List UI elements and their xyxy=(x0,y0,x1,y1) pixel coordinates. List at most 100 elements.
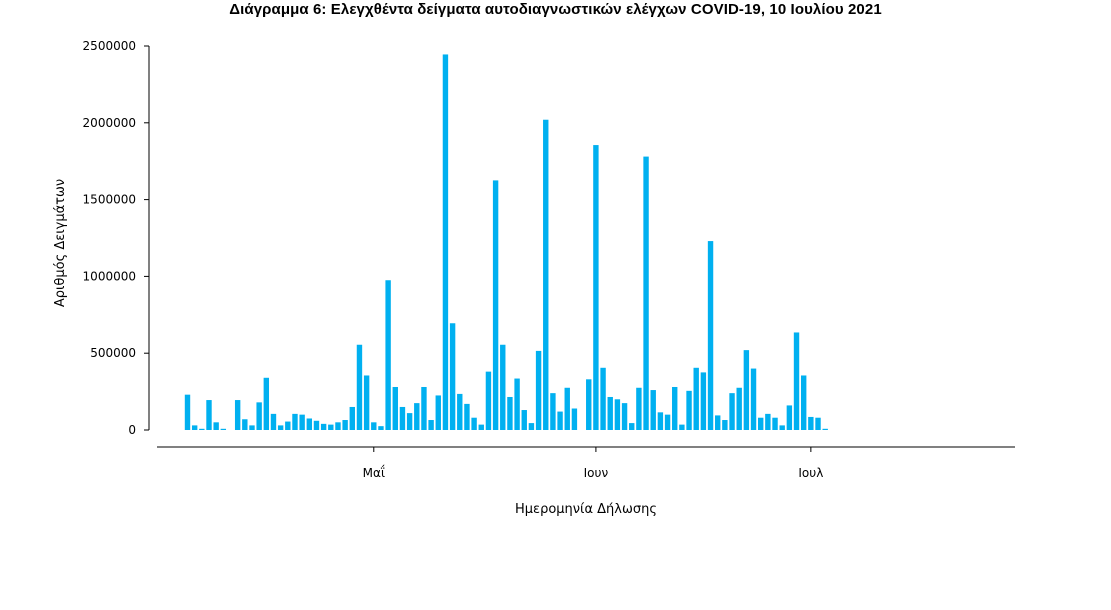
bar xyxy=(729,393,735,430)
bar xyxy=(636,387,642,430)
bar xyxy=(184,394,191,430)
bar xyxy=(793,332,800,430)
x-tick-label: Ιουν xyxy=(584,466,609,480)
bar xyxy=(607,396,613,430)
bar xyxy=(586,379,592,430)
bar xyxy=(457,393,463,430)
bar xyxy=(765,413,771,430)
bar xyxy=(363,375,370,430)
bar xyxy=(815,417,821,430)
bar xyxy=(256,402,262,430)
bar xyxy=(478,424,484,430)
bar xyxy=(378,426,384,430)
bar xyxy=(220,428,227,430)
bar xyxy=(349,406,355,430)
bar xyxy=(736,387,742,430)
bar xyxy=(342,420,348,430)
bar xyxy=(514,378,520,430)
bar xyxy=(600,367,606,430)
bar xyxy=(686,390,692,430)
bars-layer xyxy=(184,54,828,430)
x-tick-label: Μαΐ xyxy=(363,465,385,480)
y-axis: 0 500000 1000000 1500000 2000000 2500000 xyxy=(83,39,150,437)
bar xyxy=(750,368,757,430)
bar xyxy=(808,416,814,430)
chart-title: Διάγραμμα 6: Ελεγχθέντα δείγματα αυτοδια… xyxy=(229,1,882,18)
bar xyxy=(428,420,434,430)
bar xyxy=(406,413,413,430)
bar xyxy=(328,424,334,430)
bar xyxy=(191,425,198,430)
bar xyxy=(700,372,707,430)
y-axis-label: Αριθμός Δειγμάτων xyxy=(53,179,68,307)
bar xyxy=(299,414,305,430)
bar xyxy=(313,420,320,430)
bar xyxy=(535,350,542,430)
bar xyxy=(234,400,241,430)
x-axis: Μαΐ Ιουν Ιουλ xyxy=(157,446,1015,480)
bar xyxy=(392,386,398,430)
bar xyxy=(206,400,212,430)
bar xyxy=(270,413,277,430)
bar xyxy=(442,54,449,430)
bar xyxy=(722,420,728,430)
bar xyxy=(707,241,714,430)
bar xyxy=(500,344,506,430)
bar xyxy=(385,280,391,430)
bar xyxy=(213,422,219,430)
y-tick-label: 500000 xyxy=(90,346,136,360)
bar xyxy=(715,415,721,430)
bar xyxy=(650,390,656,430)
bar xyxy=(743,350,750,430)
bar xyxy=(371,422,377,430)
bar xyxy=(758,417,764,430)
bar xyxy=(414,403,420,430)
y-tick-label: 0 xyxy=(128,423,136,437)
bar xyxy=(306,418,313,430)
bar xyxy=(492,180,499,430)
bar xyxy=(292,413,298,430)
bar xyxy=(242,419,248,430)
bar xyxy=(786,405,793,430)
y-tick-label: 1500000 xyxy=(83,193,136,207)
bar xyxy=(593,145,599,430)
bar xyxy=(435,395,441,430)
bar xyxy=(693,367,699,430)
bar xyxy=(643,156,649,430)
bar xyxy=(779,425,785,430)
bar xyxy=(464,403,470,430)
bar xyxy=(543,119,549,430)
bar xyxy=(550,393,556,430)
bar xyxy=(449,323,456,430)
bar xyxy=(571,408,578,430)
bar xyxy=(557,411,563,430)
bar xyxy=(471,417,477,430)
bar xyxy=(657,412,664,430)
bar xyxy=(320,423,327,430)
bar xyxy=(285,421,291,430)
bar xyxy=(672,386,678,430)
bar xyxy=(399,406,406,430)
bar xyxy=(263,377,270,430)
bar xyxy=(772,417,778,430)
bar xyxy=(335,422,341,430)
bar xyxy=(629,423,635,430)
bar xyxy=(199,428,205,430)
y-tick-label: 2500000 xyxy=(83,39,136,53)
bar xyxy=(507,396,513,430)
bar xyxy=(421,386,427,430)
bar xyxy=(614,399,621,430)
bar xyxy=(356,344,363,430)
bar xyxy=(277,425,284,430)
bar xyxy=(521,410,527,430)
bar xyxy=(664,414,671,430)
x-axis-label: Ημερομηνία Δήλωσης xyxy=(515,502,657,517)
bar xyxy=(564,387,570,430)
y-tick-label: 2000000 xyxy=(83,116,136,130)
bar xyxy=(679,424,685,430)
y-tick-label: 1000000 xyxy=(83,269,136,283)
bar xyxy=(528,423,535,430)
bar xyxy=(822,428,828,430)
bar xyxy=(485,371,492,430)
